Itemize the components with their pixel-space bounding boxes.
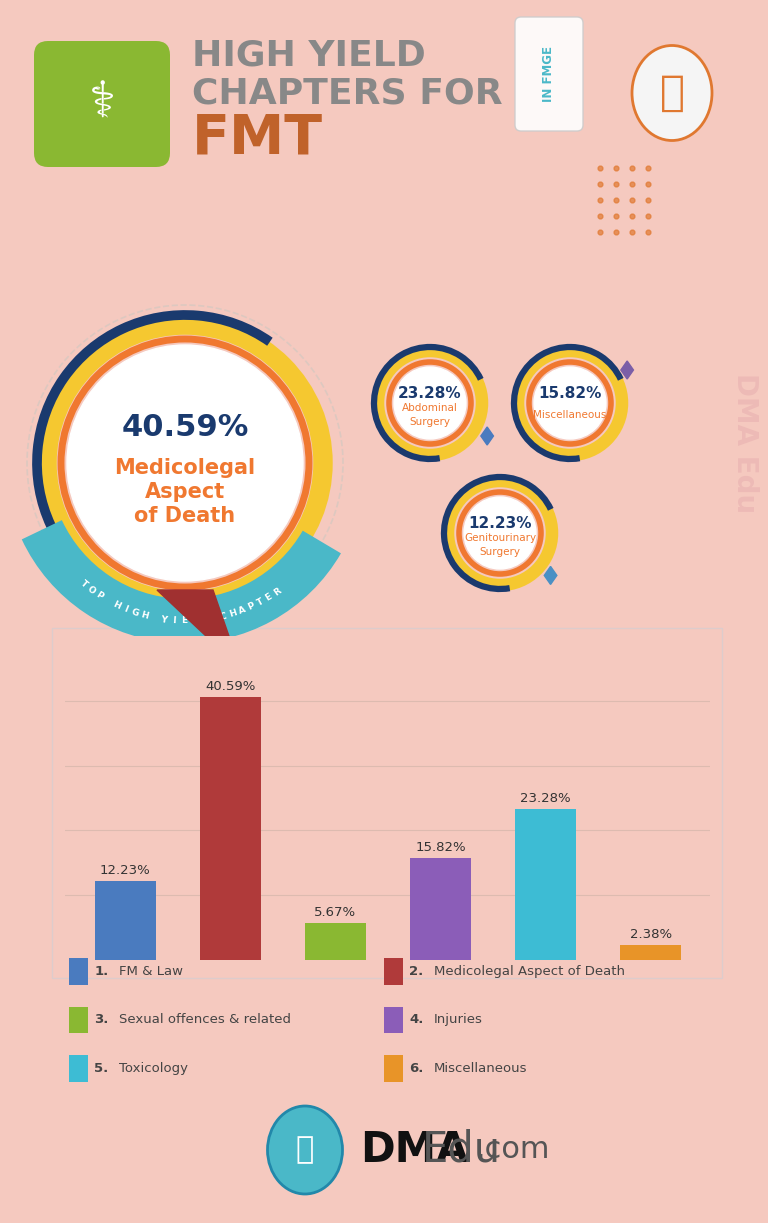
Text: T: T xyxy=(78,578,89,589)
Text: D: D xyxy=(200,615,208,625)
Bar xyxy=(200,697,260,960)
Text: 40.59%: 40.59% xyxy=(205,680,256,693)
Text: Genitourinary
Surgery: Genitourinary Surgery xyxy=(464,533,536,556)
Text: DMA Edu: DMA Edu xyxy=(731,373,759,514)
Text: A: A xyxy=(237,605,247,615)
Text: IN FMGE: IN FMGE xyxy=(542,46,555,102)
Text: Edu: Edu xyxy=(422,1129,502,1170)
Text: Y: Y xyxy=(161,615,168,625)
FancyBboxPatch shape xyxy=(515,17,583,131)
Text: 23.28%: 23.28% xyxy=(398,385,462,400)
Text: Injuries: Injuries xyxy=(434,1014,483,1026)
Ellipse shape xyxy=(267,1106,343,1194)
Text: 3.: 3. xyxy=(94,1014,109,1026)
Text: 🏛: 🏛 xyxy=(660,72,684,114)
Bar xyxy=(94,881,156,960)
Text: 15.82%: 15.82% xyxy=(538,385,601,400)
Text: Abdominal
Surgery: Abdominal Surgery xyxy=(402,404,458,427)
FancyBboxPatch shape xyxy=(34,42,170,168)
Polygon shape xyxy=(157,589,240,668)
Text: FM & Law: FM & Law xyxy=(119,965,183,977)
Text: H: H xyxy=(140,610,150,621)
Text: 5.: 5. xyxy=(94,1063,109,1075)
Text: P: P xyxy=(94,591,104,602)
Text: Toxicology: Toxicology xyxy=(119,1063,188,1075)
Polygon shape xyxy=(481,427,494,445)
Text: C: C xyxy=(219,612,227,621)
Circle shape xyxy=(534,367,606,439)
Text: 4.: 4. xyxy=(409,1014,424,1026)
Text: DMA: DMA xyxy=(360,1129,468,1170)
Text: CHAPTERS FOR: CHAPTERS FOR xyxy=(192,76,502,110)
Text: E: E xyxy=(263,592,273,603)
Text: HIGH YIELD: HIGH YIELD xyxy=(192,38,425,72)
Bar xyxy=(410,857,471,960)
Text: I: I xyxy=(172,616,176,625)
Circle shape xyxy=(67,345,303,581)
Bar xyxy=(620,944,681,960)
Text: 12.23%: 12.23% xyxy=(468,516,531,531)
Text: 23.28%: 23.28% xyxy=(520,793,571,805)
Text: 2.38%: 2.38% xyxy=(630,928,672,940)
Text: G: G xyxy=(131,608,140,619)
Text: .com: .com xyxy=(476,1135,551,1164)
Text: I: I xyxy=(123,604,129,614)
Text: 1.: 1. xyxy=(94,965,109,977)
Text: R: R xyxy=(272,586,283,597)
Text: O: O xyxy=(85,585,97,596)
Text: 15.82%: 15.82% xyxy=(415,840,465,854)
Circle shape xyxy=(394,367,466,439)
Text: Medicolegal Aspect of Death: Medicolegal Aspect of Death xyxy=(434,965,625,977)
Bar xyxy=(305,923,366,960)
Text: L: L xyxy=(190,616,197,625)
Text: 2.: 2. xyxy=(409,965,424,977)
Text: E: E xyxy=(180,616,187,625)
Text: Sexual offences & related: Sexual offences & related xyxy=(119,1014,291,1026)
Text: Medicolegal: Medicolegal xyxy=(114,457,256,478)
Text: Aspect: Aspect xyxy=(145,482,225,501)
Polygon shape xyxy=(545,566,557,585)
Text: FMT: FMT xyxy=(192,111,323,165)
Text: of Death: of Death xyxy=(134,506,236,526)
Polygon shape xyxy=(621,361,634,379)
Text: 40.59%: 40.59% xyxy=(121,413,249,443)
Text: 12.23%: 12.23% xyxy=(100,863,151,877)
Text: ⚕: ⚕ xyxy=(88,79,115,128)
Circle shape xyxy=(464,497,536,569)
Text: H: H xyxy=(111,599,122,612)
Bar xyxy=(515,810,576,960)
Text: 🧍: 🧍 xyxy=(296,1135,314,1164)
Text: H: H xyxy=(228,608,238,619)
Text: 6.: 6. xyxy=(409,1063,424,1075)
Text: P: P xyxy=(247,600,257,612)
FancyBboxPatch shape xyxy=(52,627,722,978)
Text: Miscellaneous: Miscellaneous xyxy=(533,410,607,419)
Text: 5.67%: 5.67% xyxy=(314,906,356,920)
Text: Miscellaneous: Miscellaneous xyxy=(434,1063,528,1075)
FancyBboxPatch shape xyxy=(18,18,750,1205)
Ellipse shape xyxy=(632,45,712,141)
Text: T: T xyxy=(255,597,265,608)
